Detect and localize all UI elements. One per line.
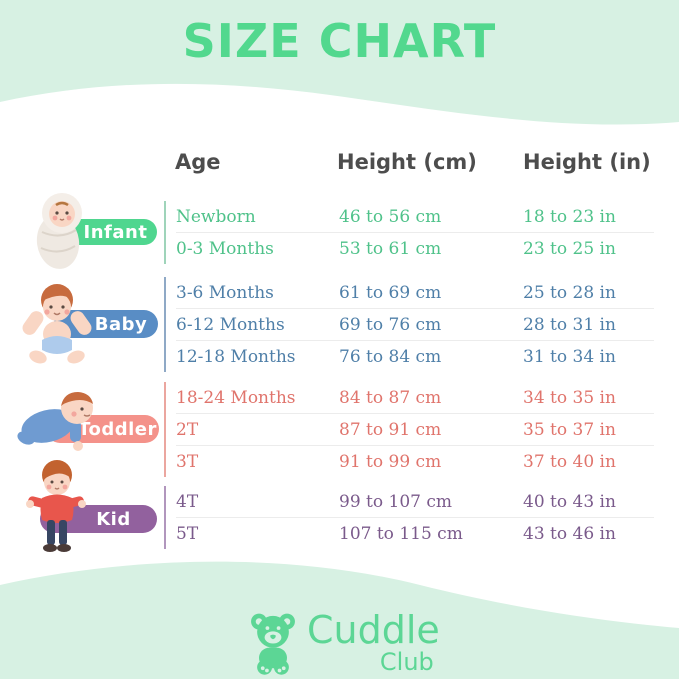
cell-in: 43 to 46 in: [523, 523, 616, 544]
cell-cm: 69 to 76 cm: [339, 314, 442, 335]
table-row: 4T 99 to 107 cm 40 to 43 in: [176, 486, 654, 517]
cell-cm: 53 to 61 cm: [339, 238, 442, 259]
cell-in: 25 to 28 in: [523, 282, 616, 303]
column-header-age: Age: [175, 150, 221, 174]
cell-in: 40 to 43 in: [523, 491, 616, 512]
cell-in: 34 to 35 in: [523, 387, 616, 408]
page-title: SIZE CHART: [182, 14, 497, 68]
table-row: 5T 107 to 115 cm 43 to 46 in: [176, 517, 654, 549]
column-header-height-in: Height (in): [523, 150, 651, 174]
brand-logo: Cuddle Club: [245, 610, 440, 676]
cell-cm: 91 to 99 cm: [339, 451, 442, 472]
cell-age: 18-24 Months: [176, 387, 296, 408]
cell-cm: 76 to 84 cm: [339, 346, 442, 367]
footer-wave-shape: [0, 561, 679, 679]
cell-in: 18 to 23 in: [523, 206, 616, 227]
baby-pill: Baby: [54, 310, 158, 338]
table-row: 12-18 Months 76 to 84 cm 31 to 34 in: [176, 340, 654, 372]
brand-name-cuddle: Cuddle: [307, 608, 440, 652]
cell-in: 28 to 31 in: [523, 314, 616, 335]
infant-illustration: [36, 193, 82, 269]
toddler-illustration: [17, 392, 93, 451]
cell-age: 4T: [176, 491, 199, 512]
table-row: 3-6 Months 61 to 69 cm 25 to 28 in: [176, 277, 654, 308]
table-row: 2T 87 to 91 cm 35 to 37 in: [176, 413, 654, 445]
kid-rows: 4T 99 to 107 cm 40 to 43 in 5T 107 to 115 cm…: [164, 486, 654, 549]
cell-age: 2T: [176, 419, 199, 440]
cell-cm: 99 to 107 cm: [339, 491, 452, 512]
cell-age: 5T: [176, 523, 199, 544]
brand-name-club: Club: [379, 648, 434, 676]
cell-cm: 61 to 69 cm: [339, 282, 442, 303]
baby-illustration: [22, 284, 92, 364]
table-row: 6-12 Months 69 to 76 cm 28 to 31 in: [176, 308, 654, 340]
cell-age: 0-3 Months: [176, 238, 274, 259]
cell-in: 31 to 34 in: [523, 346, 616, 367]
cell-age: 3T: [176, 451, 199, 472]
cell-cm: 107 to 115 cm: [339, 523, 463, 544]
table-row: 3T 91 to 99 cm 37 to 40 in: [176, 445, 654, 477]
table-row: Newborn 46 to 56 cm 18 to 23 in: [176, 201, 654, 232]
kid-illustration: [26, 460, 86, 552]
brand-text: Cuddle Club: [307, 610, 440, 674]
baby-rows: 3-6 Months 61 to 69 cm 25 to 28 in 6-12 Mon…: [164, 277, 654, 372]
table-row: 18-24 Months 84 to 87 cm 34 to 35 in: [176, 382, 654, 413]
cell-cm: 87 to 91 cm: [339, 419, 442, 440]
header-wave: [0, 0, 679, 125]
cell-cm: 46 to 56 cm: [339, 206, 442, 227]
cell-age: 6-12 Months: [176, 314, 285, 335]
toddler-rows: 18-24 Months 84 to 87 cm 34 to 35 in 2T 87 t…: [164, 382, 654, 477]
bear-icon: [251, 613, 295, 675]
cell-cm: 84 to 87 cm: [339, 387, 442, 408]
infant-rows: Newborn 46 to 56 cm 18 to 23 in 0-3 Months 5…: [164, 201, 654, 264]
table-row: 0-3 Months 53 to 61 cm 23 to 25 in: [176, 232, 654, 264]
cell-in: 35 to 37 in: [523, 419, 616, 440]
table-header-row: Age Height (cm) Height (in): [175, 150, 651, 174]
cell-in: 23 to 25 in: [523, 238, 616, 259]
cell-age: 3-6 Months: [176, 282, 274, 303]
cell-in: 37 to 40 in: [523, 451, 616, 472]
cell-age: Newborn: [176, 206, 256, 227]
cell-age: 12-18 Months: [176, 346, 296, 367]
column-header-height-cm: Height (cm): [337, 150, 477, 174]
